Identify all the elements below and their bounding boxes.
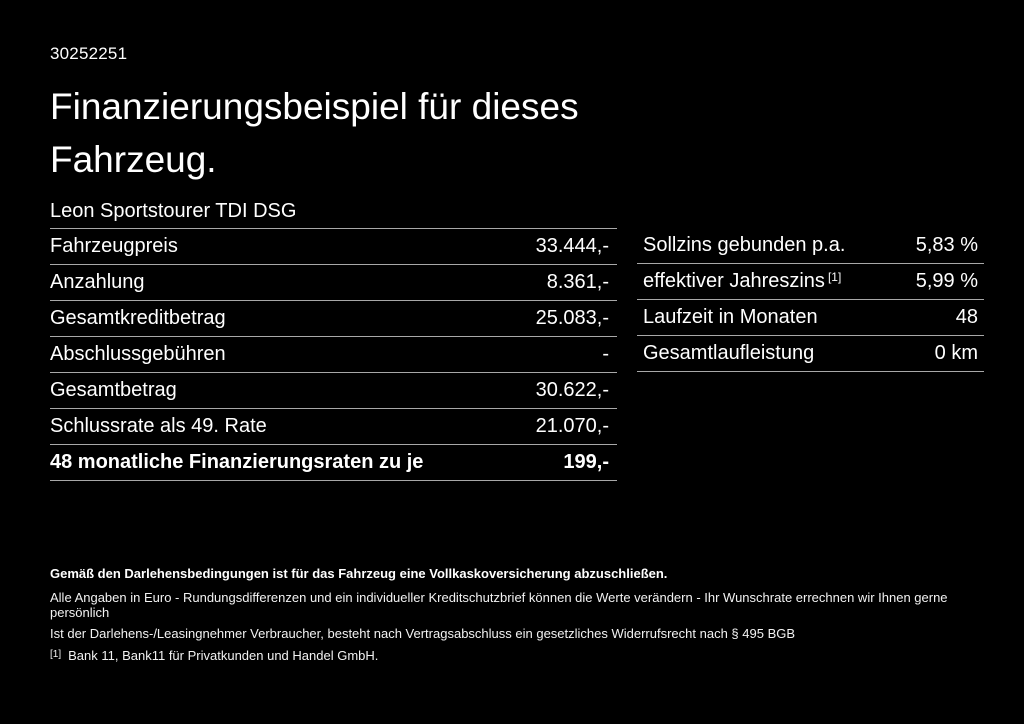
table-row: Schlussrate als 49. Rate 21.070,- [50, 409, 617, 445]
finance-row-value: 30.622,- [535, 379, 609, 401]
condition-row-value: 0 km [934, 342, 978, 364]
condition-row-value: 5,83 % [915, 234, 978, 256]
finance-row-value: 199,- [563, 451, 609, 473]
disclaimer-line2: Ist der Darlehens-/Leasingnehmer Verbrau… [50, 626, 796, 641]
finance-row-value: 25.083,- [535, 307, 609, 329]
page-title-line2: Fahrzeug. [50, 139, 217, 180]
finance-row-value: 21.070,- [535, 415, 609, 437]
table-row-monthly-rate: 48 monatliche Finanzierungsraten zu je 1… [50, 445, 617, 481]
condition-row-label-text: effektiver Jahreszins [643, 270, 825, 292]
condition-row-label: Laufzeit in Monaten [643, 306, 818, 328]
legal-footer: Gemäß den Darlehensbedingungen ist für d… [50, 566, 985, 669]
page-title-line1: Finanzierungsbeispiel für dieses [50, 86, 579, 127]
finance-row-value: 33.444,- [535, 235, 609, 257]
page-title: Finanzierungsbeispiel für dieses Fahrzeu… [50, 80, 579, 186]
condition-row-value: 5,99 % [915, 270, 978, 292]
finance-row-label: Anzahlung [50, 271, 145, 293]
table-row: Anzahlung 8.361,- [50, 265, 617, 301]
condition-row-value: 48 [955, 306, 978, 328]
table-row: effektiver Jahreszins [1] 5,99 % [637, 264, 984, 300]
disclaimer-line1: Alle Angaben in Euro - Rundungsdifferenz… [50, 590, 948, 620]
finance-row-label: Abschlussgebühren [50, 343, 226, 365]
finance-row-label: Schlussrate als 49. Rate [50, 415, 267, 437]
condition-row-label: Sollzins gebunden p.a. [643, 234, 846, 256]
footnote-text: Bank 11, Bank11 für Privatkunden und Han… [68, 648, 379, 663]
vehicle-name: Leon Sportstourer TDI DSG [50, 195, 617, 229]
condition-row-label: Gesamtlaufleistung [643, 342, 815, 364]
offer-id: 30252251 [50, 44, 128, 63]
condition-row-label: effektiver Jahreszins [1] [637, 270, 841, 293]
footnote: [1] Bank 11, Bank11 für Privatkunden und … [50, 647, 985, 663]
finance-row-value: - [602, 343, 609, 365]
table-row: Sollzins gebunden p.a. 5,83 % [637, 228, 984, 264]
finance-row-label: 48 monatliche Finanzierungsraten zu je [50, 451, 424, 473]
table-row: Fahrzeugpreis 33.444,- [50, 229, 617, 265]
finance-row-value: 8.361,- [546, 271, 609, 293]
finance-row-label: Fahrzeugpreis [50, 235, 178, 257]
footnote-ref: [1] [827, 270, 842, 284]
conditions-table: Sollzins gebunden p.a. 5,83 % effektiver… [637, 228, 984, 372]
table-row: Laufzeit in Monaten 48 [637, 300, 984, 336]
footnote-marker: [1] [50, 649, 62, 660]
finance-row-label: Gesamtkreditbetrag [50, 307, 226, 329]
table-row: Gesamtkreditbetrag 25.083,- [50, 301, 617, 337]
table-row: Gesamtbetrag 30.622,- [50, 373, 617, 409]
table-row: Abschlussgebühren - [50, 337, 617, 373]
finance-row-label: Gesamtbetrag [50, 379, 177, 401]
table-row: Gesamtlaufleistung 0 km [637, 336, 984, 372]
finance-table: Leon Sportstourer TDI DSG Fahrzeugpreis … [50, 195, 617, 481]
insurance-note: Gemäß den Darlehensbedingungen ist für d… [50, 566, 668, 581]
